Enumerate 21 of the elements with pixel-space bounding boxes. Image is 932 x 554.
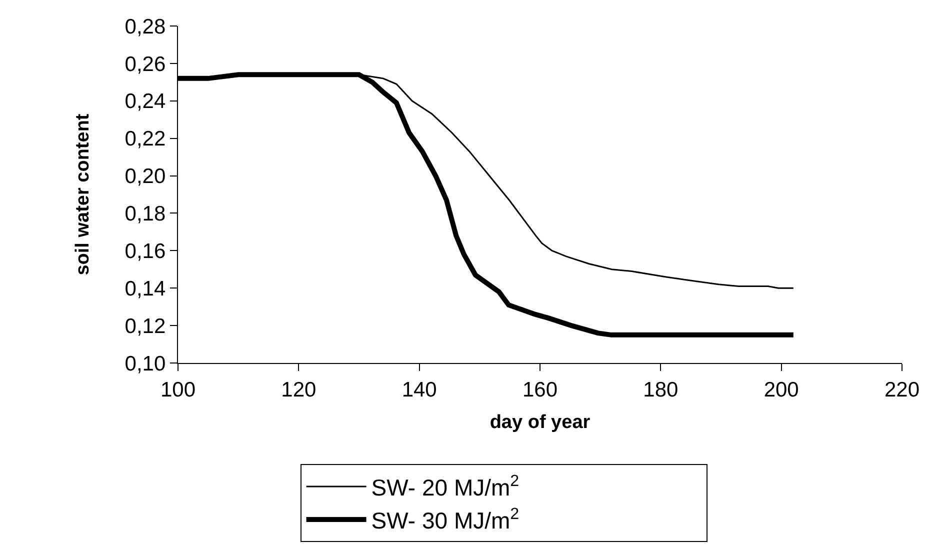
legend-label: SW- 30 MJ/m$^{2}$ [371, 504, 520, 534]
y-tick-label: 0,28 [124, 15, 166, 38]
x-tick-label: 120 [281, 378, 316, 402]
y-tick-label: 0,24 [124, 90, 166, 114]
y-tick-label: 0,14 [124, 277, 166, 300]
x-tick-label: 220 [884, 378, 920, 402]
y-tick-label: 0,20 [124, 165, 166, 188]
x-tick-label: 100 [160, 378, 196, 402]
x-axis-title: day of year [490, 412, 591, 434]
y-tick-label: 0,26 [124, 52, 166, 76]
y-tick-label: 0,18 [124, 202, 166, 226]
y-tick-label: 0,12 [124, 314, 166, 338]
x-tick-label: 160 [522, 378, 558, 402]
y-tick-label: 0,16 [124, 240, 166, 264]
legend-label: SW- 20 MJ/m$^{2}$ [371, 472, 520, 501]
y-tick-label: 0,22 [124, 128, 166, 151]
x-tick-label: 200 [764, 378, 799, 402]
y-tick-label: 0,10 [124, 352, 166, 376]
x-tick-label: 140 [402, 378, 437, 402]
x-tick-label: 180 [643, 378, 678, 402]
y-axis-title: soil water content [72, 113, 94, 276]
